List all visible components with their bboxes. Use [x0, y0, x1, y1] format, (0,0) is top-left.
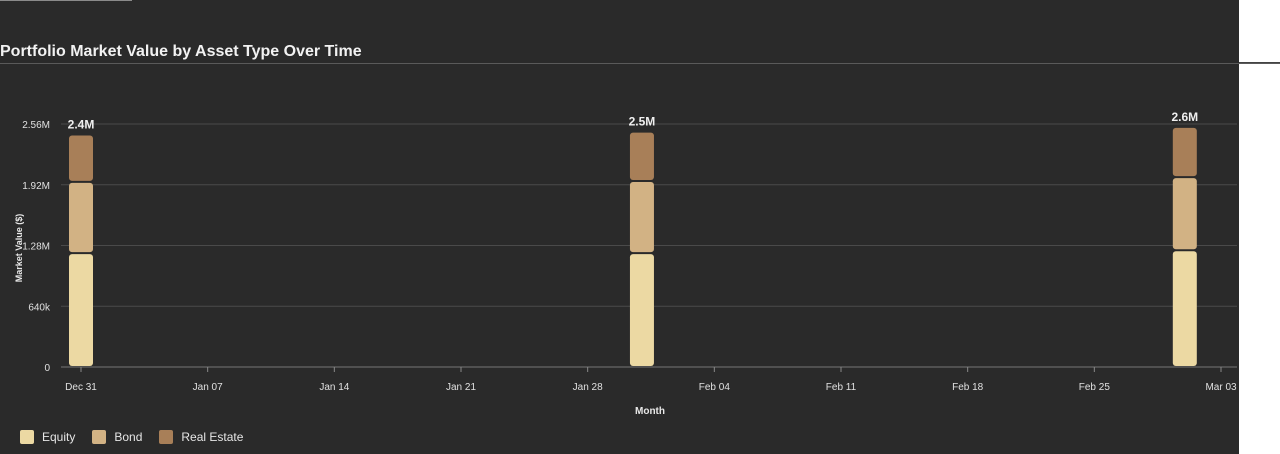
bar-segment-bond [69, 182, 93, 253]
bar-total-label: 2.5M [629, 115, 656, 129]
x-tick-label: Jan 28 [573, 382, 603, 393]
bar-total-label: 2.6M [1171, 110, 1198, 124]
right-divider [1239, 62, 1280, 63]
chart-panel [0, 0, 1239, 454]
x-tick-label: Jan 21 [446, 382, 476, 393]
bar-segment-real-estate [1172, 127, 1197, 177]
legend-swatch [92, 430, 107, 444]
bar-segment-real-estate [629, 132, 654, 180]
y-tick-label: 0 [44, 363, 50, 374]
x-tick-label: Feb 04 [699, 382, 731, 393]
legend-label: Bond [114, 430, 143, 444]
bar-segment-equity [629, 254, 654, 366]
bar-segment-equity [69, 254, 93, 366]
legend-swatch [159, 430, 174, 444]
y-tick-label: 1.92M [22, 181, 50, 192]
x-tick-label: Feb 18 [952, 382, 984, 393]
x-tick-label: Feb 11 [826, 382, 857, 393]
bar-segment-bond [1172, 178, 1197, 250]
bar-total-label: 2.4M [68, 117, 95, 131]
y-tick-label: 2.56M [22, 120, 50, 131]
bar-segment-real-estate [69, 135, 93, 181]
chart-legend: Equity Bond Real Estate [20, 430, 260, 444]
y-axis-title: Market Value ($) [14, 214, 24, 283]
bar-segment-bond [629, 181, 654, 253]
legend-swatch [20, 430, 34, 444]
legend-item[interactable]: Equity [20, 430, 75, 444]
y-tick-label: 640k [28, 302, 51, 313]
top-tab-indicator [0, 0, 132, 1]
chart-canvas: 0 640k 1.28M 1.92M 2.56M Dec 31 Jan 07 Jan 14 Ja… [14, 110, 1237, 417]
x-tick-label: Jan 07 [193, 382, 223, 393]
title-divider [0, 63, 1280, 64]
x-tick-label: Feb 25 [1079, 382, 1111, 393]
x-tick-label: Dec 31 [65, 382, 97, 393]
y-tick-label: 1.28M [22, 242, 50, 253]
x-axis-title: Month [635, 406, 665, 417]
chart-title: Portfolio Market Value by Asset Type Ove… [0, 43, 362, 60]
x-tick-label: Jan 14 [319, 382, 349, 393]
legend-label: Equity [42, 430, 76, 444]
x-tick-label: Mar 03 [1205, 382, 1237, 393]
bar-segment-equity [1172, 251, 1197, 366]
legend-item[interactable]: Real Estate [159, 430, 243, 444]
legend-label: Real Estate [181, 430, 244, 444]
legend-item[interactable]: Bond [92, 430, 142, 444]
